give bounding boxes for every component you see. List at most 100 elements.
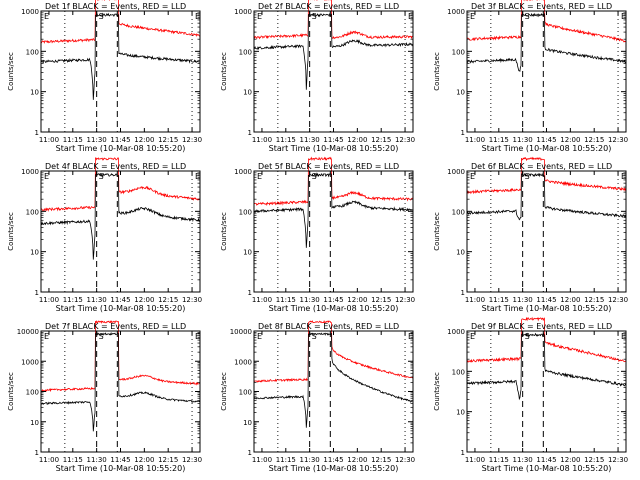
x-tick-label: 11:00: [39, 456, 59, 464]
y-axis-label: Counts/sec: [7, 212, 15, 251]
y-tick-label: 10: [456, 249, 465, 257]
x-tick-label: 12:15: [158, 296, 178, 304]
x-tick-label: 11:45: [536, 456, 556, 464]
x-tick-label: 11:45: [323, 136, 343, 144]
red-lld-series-line: [254, 0, 413, 40]
marker-s-label: S: [525, 172, 530, 181]
x-tick-label: 12:00: [560, 136, 580, 144]
marker-e-label: E: [470, 332, 475, 341]
y-tick-label: 1000: [234, 358, 252, 366]
x-tick-label: 11:15: [63, 136, 83, 144]
black-events-series-line: [253, 12, 413, 90]
x-tick-label: 11:45: [323, 456, 343, 464]
x-axis-label: Start Time (10-Mar-08 10:55:20): [269, 304, 399, 313]
y-tick-label: 100: [239, 389, 252, 397]
x-tick-label: 11:00: [465, 136, 485, 144]
x-tick-label: 12:15: [158, 136, 178, 144]
red-lld-series-line: [40, 0, 200, 44]
x-axis-label: Start Time (10-Mar-08 10:55:20): [482, 144, 612, 153]
black-events-series-line: [466, 172, 626, 221]
y-tick-label: 1000: [447, 168, 465, 176]
x-tick-label: 11:45: [110, 136, 130, 144]
y-tick-label: 1: [461, 289, 465, 297]
y-tick-label: 1: [35, 129, 39, 137]
x-tick-label: 11:30: [87, 456, 107, 464]
x-tick-label: 11:15: [276, 296, 296, 304]
y-axis-label: Counts/sec: [220, 52, 228, 91]
x-tick-label: 11:30: [513, 296, 533, 304]
marker-s-label: S: [312, 172, 317, 181]
y-tick-label: 100: [239, 208, 252, 216]
x-axis-label: Start Time (10-Mar-08 10:55:20): [269, 144, 399, 153]
y-axis-label: Counts/sec: [7, 372, 15, 411]
x-axis-label: Start Time (10-Mar-08 10:55:20): [56, 464, 186, 473]
x-tick-label: 11:00: [252, 136, 272, 144]
marker-s-label: S: [99, 172, 104, 181]
x-tick-label: 12:30: [182, 296, 202, 304]
marker-s-label: S: [312, 12, 317, 21]
marker-e-label: E: [44, 332, 49, 341]
x-axis-label: Start Time (10-Mar-08 10:55:20): [482, 464, 612, 473]
x-tick-label: 12:00: [134, 296, 154, 304]
x-tick-label: 12:30: [608, 296, 628, 304]
black-events-series-line: [40, 331, 200, 432]
red-lld-series-line: [40, 320, 200, 393]
x-tick-label: 12:00: [347, 296, 367, 304]
x-tick-label: 11:15: [489, 456, 509, 464]
y-axis-label: Counts/sec: [220, 212, 228, 251]
marker-s-label: S: [99, 12, 104, 21]
x-tick-label: 12:15: [584, 136, 604, 144]
x-tick-label: 11:00: [252, 456, 272, 464]
x-tick-label: 12:30: [608, 136, 628, 144]
x-tick-label: 11:15: [63, 296, 83, 304]
y-tick-label: 10: [30, 419, 39, 427]
y-tick-label: 1: [248, 449, 252, 457]
red-lld-series-line: [40, 157, 200, 212]
marker-e-label: E: [257, 172, 262, 181]
x-tick-label: 12:15: [371, 136, 391, 144]
y-tick-label: 1: [248, 129, 252, 137]
x-tick-label: 11:00: [465, 296, 485, 304]
y-tick-label: 10000: [17, 328, 39, 336]
x-tick-label: 11:45: [536, 296, 556, 304]
y-tick-label: 10: [243, 419, 252, 427]
marker-s-label: S: [525, 12, 530, 21]
y-tick-label: 10: [456, 409, 465, 417]
marker-e-label: E: [195, 172, 200, 181]
y-axis-label: Counts/sec: [220, 372, 228, 411]
y-tick-label: 100: [452, 368, 465, 376]
y-axis-label: Counts/sec: [433, 52, 441, 91]
x-tick-label: 12:30: [182, 136, 202, 144]
y-tick-label: 1000: [447, 8, 465, 16]
y-tick-label: 1: [461, 129, 465, 137]
marker-s-label: S: [312, 332, 317, 341]
x-tick-label: 11:15: [489, 296, 509, 304]
x-tick-label: 12:00: [134, 136, 154, 144]
y-tick-label: 1000: [21, 358, 39, 366]
y-tick-label: 1000: [234, 168, 252, 176]
y-tick-label: 1: [35, 289, 39, 297]
panel-title: Det 5f BLACK = Events, RED = LLD: [258, 162, 399, 171]
y-tick-label: 10000: [230, 328, 252, 336]
x-tick-label: 11:45: [110, 296, 130, 304]
marker-e-label: E: [470, 12, 475, 21]
x-tick-label: 11:45: [536, 136, 556, 144]
marker-e-label: E: [408, 12, 413, 21]
x-tick-label: 11:00: [39, 136, 59, 144]
x-tick-label: 12:15: [371, 296, 391, 304]
x-axis-label: Start Time (10-Mar-08 10:55:20): [56, 304, 186, 313]
x-tick-label: 12:30: [395, 136, 415, 144]
panel-title: Det 4f BLACK = Events, RED = LLD: [45, 162, 186, 171]
marker-e-label: E: [195, 332, 200, 341]
y-tick-label: 100: [26, 208, 39, 216]
black-events-series-line: [253, 332, 413, 428]
x-tick-label: 11:00: [39, 296, 59, 304]
x-tick-label: 12:30: [395, 456, 415, 464]
